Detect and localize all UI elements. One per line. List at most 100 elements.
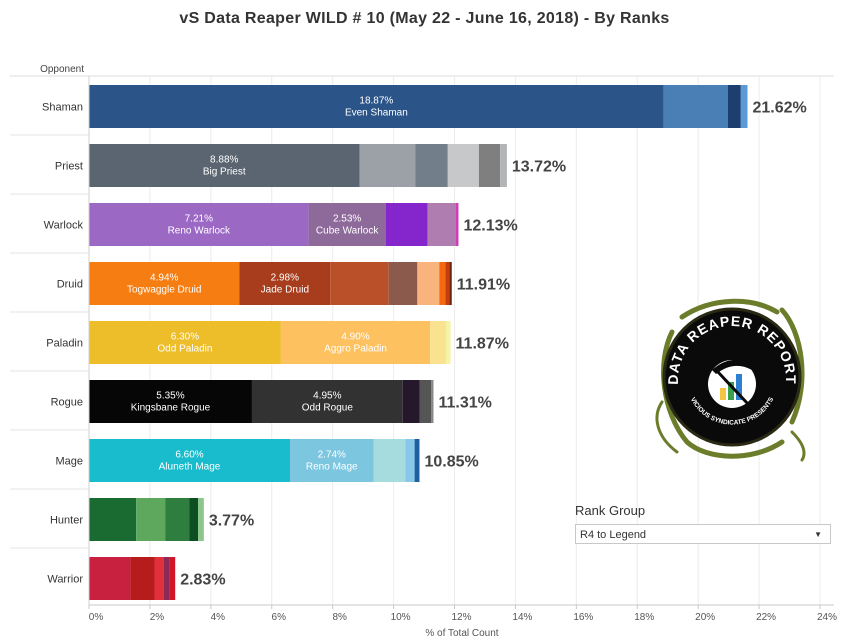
bar-segment[interactable] — [740, 85, 748, 128]
bar-segment[interactable] — [89, 144, 360, 187]
bar-segment[interactable] — [415, 144, 448, 187]
total-label: 10.85% — [424, 454, 478, 471]
bar-segment[interactable] — [439, 262, 446, 305]
bar-segment[interactable] — [251, 380, 403, 423]
bar-segment[interactable] — [130, 557, 155, 600]
bar-segment[interactable] — [136, 498, 166, 541]
bar-segment[interactable] — [430, 321, 446, 364]
bar-segment[interactable] — [89, 498, 137, 541]
category-label: Shaman — [42, 102, 83, 114]
x-axis-ticks: 0% 2% 4% 6% 8% 10% 12% 14% 16% 18% 20% 22% 24% — [88, 605, 837, 623]
bar-segment[interactable] — [169, 557, 176, 600]
bar-segment[interactable] — [427, 203, 457, 246]
segment-deck-label: Jade Druid — [261, 285, 309, 296]
segment-deck-label: Odd Rogue — [302, 403, 354, 414]
bar-segment[interactable] — [447, 144, 479, 187]
bar-segment[interactable] — [385, 203, 428, 246]
total-label: 2.83% — [180, 572, 225, 589]
segment-percent-label: 2.98% — [271, 273, 299, 284]
bar-segment[interactable] — [388, 262, 418, 305]
category-label: Hunter — [50, 515, 83, 527]
bar-segment[interactable] — [405, 439, 415, 482]
category-label: Rogue — [51, 397, 83, 409]
segment-deck-label: Even Shaman — [345, 108, 408, 119]
x-tick-label: 0% — [89, 612, 104, 623]
rank-group-dropdown[interactable]: R4 to Legend ▼ — [575, 524, 831, 544]
bar-segment[interactable] — [290, 439, 374, 482]
bar-segment[interactable] — [189, 498, 199, 541]
category-label: Druid — [57, 279, 83, 291]
bar-segment[interactable] — [89, 380, 252, 423]
x-tick-label: 20% — [695, 612, 715, 623]
category-label: Mage — [55, 456, 83, 468]
bar-segment[interactable] — [456, 203, 459, 246]
bar-segment[interactable] — [445, 321, 451, 364]
bar-row: Mage 6.60%Aluneth Mage 2.74%Reno Mage 10.85… — [10, 429, 479, 482]
bar-segment[interactable] — [431, 380, 434, 423]
category-label: Priest — [55, 161, 83, 173]
category-label: Warrior — [47, 574, 83, 586]
segment-deck-label: Togwaggle Druid — [127, 285, 202, 296]
bar-segment[interactable] — [154, 557, 164, 600]
total-label: 21.62% — [753, 100, 807, 117]
bar-row: Priest 8.88%Big Priest 13.72% — [10, 134, 566, 187]
segment-percent-label: 8.88% — [210, 155, 238, 166]
total-label: 11.91% — [457, 277, 510, 294]
bar-segment[interactable] — [445, 262, 450, 305]
bar-segment[interactable] — [239, 262, 331, 305]
segment-deck-label: Aggro Paladin — [324, 344, 387, 355]
bar-segment[interactable] — [417, 262, 440, 305]
x-tick-label: 22% — [756, 612, 776, 623]
bar-segment[interactable] — [89, 203, 309, 246]
bar-segment[interactable] — [727, 85, 741, 128]
bar-segment[interactable] — [89, 321, 281, 364]
segment-deck-label: Kingsbane Rogue — [131, 403, 211, 414]
x-axis-label: % of Total Count — [425, 628, 498, 639]
bar-segment[interactable] — [414, 439, 420, 482]
bar-segment[interactable] — [419, 380, 432, 423]
x-tick-label: 4% — [211, 612, 226, 623]
bar-segment[interactable] — [373, 439, 406, 482]
data-reaper-logo: DATA REAPER REPORT VICIOUS SYNDICATE PRE… — [655, 298, 806, 462]
chart-title: vS Data Reaper WILD # 10 (May 22 - June … — [179, 10, 670, 27]
bar-segment[interactable] — [165, 498, 190, 541]
bar-segment[interactable] — [89, 85, 664, 128]
bar-row: Hunter 3.77% — [10, 488, 254, 541]
category-label: Warlock — [44, 220, 84, 232]
bar-segment[interactable] — [89, 439, 291, 482]
bar-segment[interactable] — [402, 380, 420, 423]
segment-deck-label: Cube Warlock — [316, 226, 379, 237]
total-label: 12.13% — [463, 218, 517, 235]
x-tick-label: 14% — [512, 612, 532, 623]
segment-deck-label: Big Priest — [203, 167, 246, 178]
bar-segment[interactable] — [308, 203, 386, 246]
bar-segment[interactable] — [89, 262, 240, 305]
bar-row: Warlock 7.21%Reno Warlock 2.53%Cube Warloc… — [10, 193, 518, 246]
segment-deck-label: Reno Mage — [306, 462, 358, 473]
row-header: Opponent — [40, 64, 84, 75]
rank-group-label: Rank Group — [575, 503, 646, 518]
segment-percent-label: 4.95% — [313, 391, 341, 402]
bar-segment[interactable] — [163, 557, 170, 600]
total-label: 11.31% — [438, 395, 491, 412]
bar-segment[interactable] — [280, 321, 431, 364]
segment-percent-label: 6.30% — [171, 332, 199, 343]
segment-percent-label: 4.94% — [150, 273, 178, 284]
chevron-down-icon: ▼ — [814, 530, 822, 539]
x-tick-label: 12% — [451, 612, 471, 623]
bar-segment[interactable] — [330, 262, 389, 305]
bar-segment[interactable] — [500, 144, 507, 187]
bar-segment[interactable] — [89, 557, 131, 600]
x-tick-label: 8% — [332, 612, 347, 623]
total-label: 13.72% — [512, 159, 566, 176]
bar-segment[interactable] — [663, 85, 728, 128]
bar-segment[interactable] — [449, 262, 452, 305]
total-label: 11.87% — [456, 336, 509, 353]
segment-deck-label: Reno Warlock — [168, 226, 231, 237]
segment-percent-label: 18.87% — [359, 96, 393, 107]
bar-row: Paladin 6.30%Odd Paladin 4.90%Aggro Paladi… — [10, 311, 509, 364]
bar-segment[interactable] — [478, 144, 501, 187]
bar-segment[interactable] — [198, 498, 204, 541]
bar-segment[interactable] — [359, 144, 416, 187]
segment-deck-label: Aluneth Mage — [159, 462, 221, 473]
